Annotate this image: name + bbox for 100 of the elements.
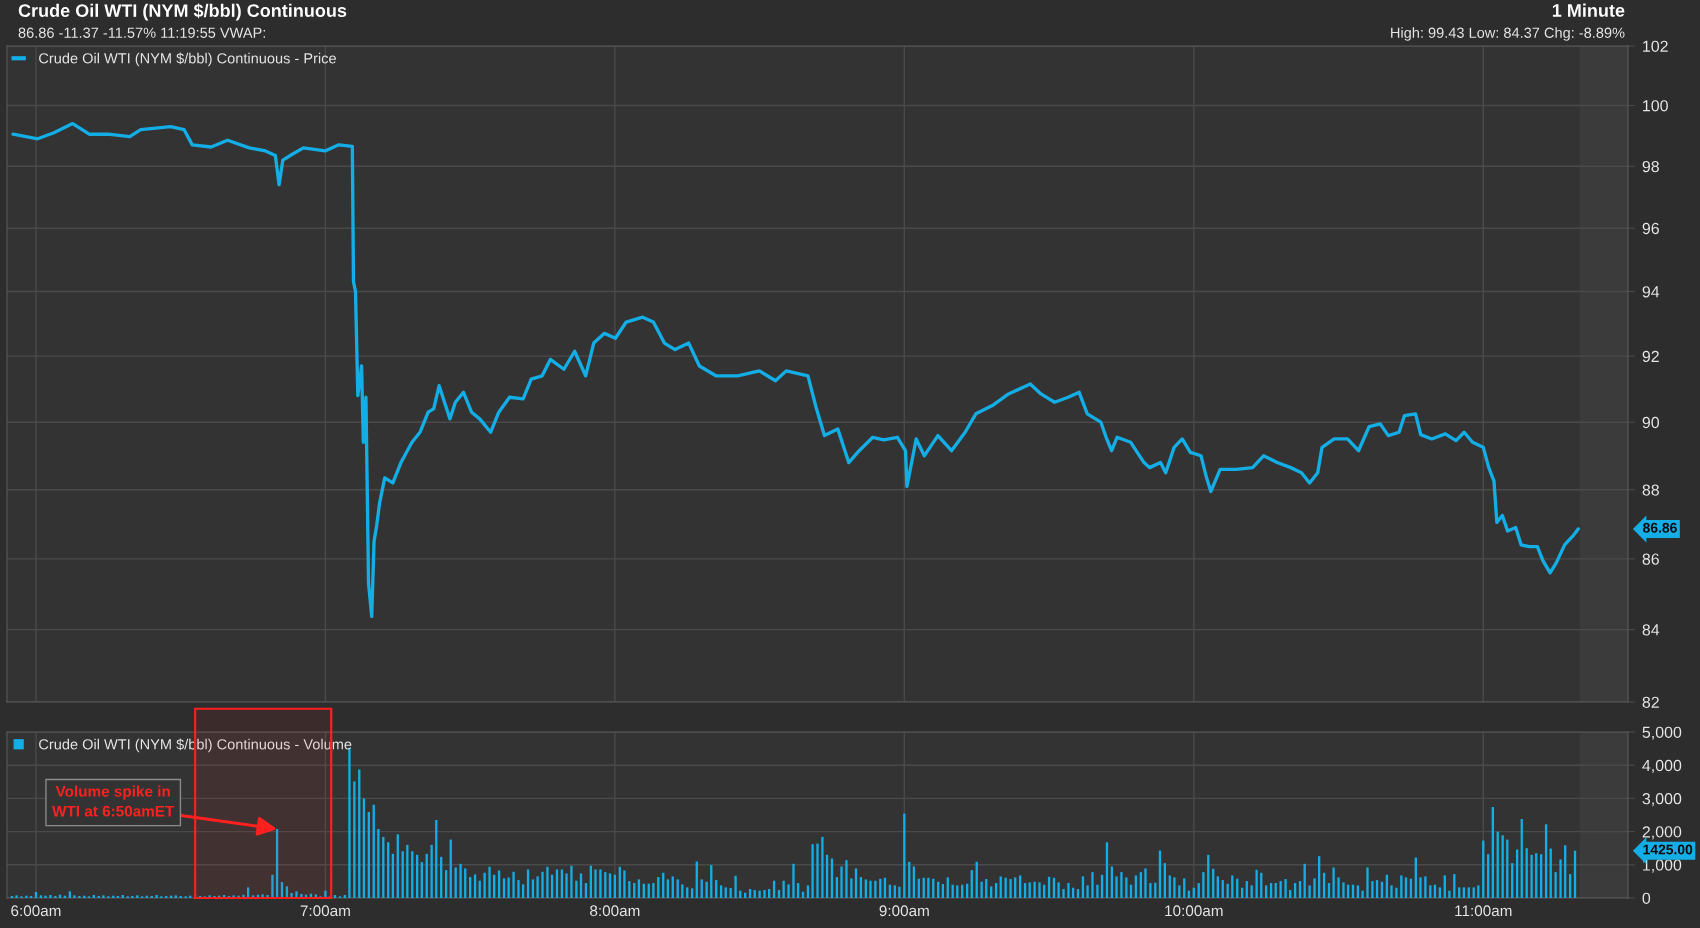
bar [237,895,240,898]
bar [691,888,694,898]
bar [242,894,245,898]
bar [758,890,761,898]
bar [840,866,843,898]
bar [295,891,298,898]
bar [155,895,158,898]
y-tick-label: 100 [1643,100,1668,112]
y-tick-label: 84 [1642,624,1660,636]
bar [1096,884,1099,898]
bar [251,895,255,898]
bar [782,880,785,898]
y-tick-label: 96 [1642,222,1659,235]
bar [1086,885,1089,898]
bar [898,886,901,898]
bar [1202,872,1205,898]
bar [874,880,877,898]
bar [1554,872,1557,898]
bar [314,894,318,898]
bar [1313,878,1316,898]
bar [1400,875,1403,898]
bar [1173,877,1176,898]
bar [73,895,76,898]
bar [1115,876,1118,898]
bar [1250,885,1253,898]
bar [1004,877,1007,898]
bar [565,873,568,898]
y-tick-label: 2,000 [1642,826,1682,840]
bar [102,895,105,898]
bar [459,863,462,898]
bar [1366,867,1369,898]
bar [430,844,433,898]
bar [1067,883,1070,898]
bar [1279,881,1282,898]
bar [705,881,708,898]
text: High: 99.43 Low: 84.37 Chg: -8.89% [1391,27,1625,41]
bar [232,895,235,898]
bar [300,894,303,898]
bar [517,880,520,898]
bar [763,890,766,898]
y-tick-label: 88 [1642,484,1659,496]
bar [208,895,211,898]
y-tick-label: 92 [1642,350,1659,363]
bar [488,866,491,898]
y-tick-label: 1,000 [1643,859,1682,873]
x-tick-label: 10:00am [1165,905,1223,917]
chart-title: Crude Oil WTI (NYM $/bbl) Continuous [18,3,347,21]
bar [811,844,814,898]
bar [174,895,177,898]
y-tick-label: 86 [1642,553,1659,565]
x-tick-label: 9:00am [879,905,929,917]
bar [68,891,71,898]
bar [1057,882,1060,898]
bar [1419,877,1422,898]
bar [483,872,486,898]
bar [324,890,327,898]
bar [541,871,544,898]
bar [1361,890,1364,898]
bar [927,877,930,898]
bar [44,895,47,898]
bar [546,866,549,898]
x-tick-label: 7:00am [300,905,350,917]
bar [1284,879,1287,898]
bar [271,874,274,898]
bar [290,893,293,898]
bar [507,877,510,898]
bar [15,895,18,898]
bar [1424,876,1427,898]
bar [1144,868,1147,898]
chart-subtitle: 86.86 -11.37 -11.57% 11:19:55 VWAP: [18,27,266,38]
bar [512,871,515,898]
bar [1125,877,1128,898]
bar [1342,882,1345,898]
bar [893,885,896,898]
bar [652,883,655,898]
bar [1120,872,1123,898]
y-tick-label: 94 [1642,286,1660,298]
bar [980,881,983,898]
legend-label: Crude Oil WTI (NYM $/bbl) Continuous - Price [39,52,336,67]
bar [787,884,790,898]
bar [25,895,28,898]
bar [1371,881,1374,898]
text: 86.86 [1643,522,1677,533]
y-tick-label: 98 [1642,160,1659,173]
bar [1356,885,1360,898]
bar [1265,885,1268,898]
bar [806,885,810,898]
bar [136,895,139,898]
y-tick-label: 4,000 [1642,759,1682,774]
annotation: Volume spike in WTI at 6:50amET [52,785,175,817]
x-tick-label: 11:00am [1455,905,1512,917]
bar [1337,877,1340,898]
bar [623,870,626,898]
bar [1390,885,1393,898]
bar [821,836,824,898]
bar [594,869,597,898]
bar [1178,885,1181,898]
bar [575,880,578,898]
x-tick-label: 6:00am [11,905,61,917]
bar [1149,883,1152,898]
